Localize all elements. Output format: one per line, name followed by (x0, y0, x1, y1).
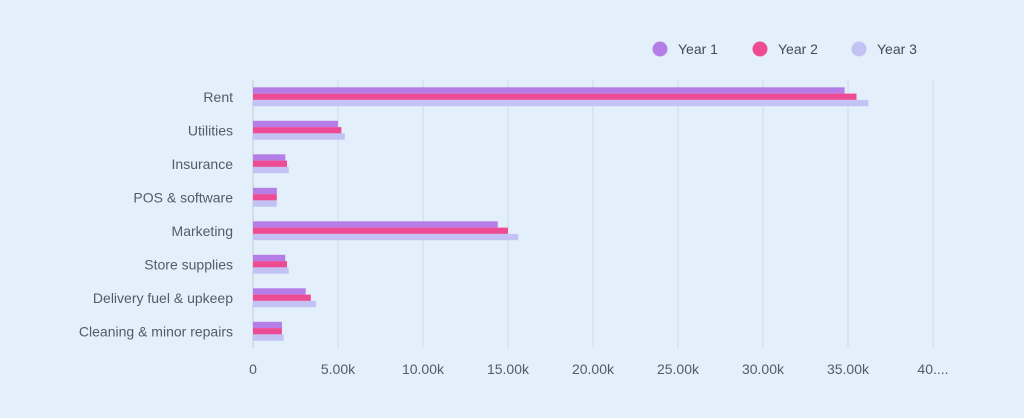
category-labels: Rent Utilities Insurance POS & software Mark… (79, 89, 233, 340)
category-label: Cleaning & minor repairs (79, 323, 233, 339)
legend-item-year-3[interactable]: Year 3 (851, 41, 918, 57)
bar-year-2-1[interactable] (253, 127, 342, 134)
bar-year-2-6[interactable] (253, 294, 311, 301)
bar-year-1-2[interactable] (253, 154, 286, 161)
bar-year-1-3[interactable] (253, 187, 277, 195)
x-tick-label: 20.00k (572, 361, 615, 377)
bar-year-2-4[interactable] (253, 227, 508, 234)
bar-year-2-0[interactable] (253, 93, 857, 100)
x-tick-label: 0 (249, 361, 257, 377)
bar-year-1-6[interactable] (253, 288, 306, 295)
bars (253, 87, 869, 341)
bar-year-3-0[interactable] (253, 99, 869, 107)
x-tick-label: 15.00k (487, 361, 530, 377)
bar-year-3-2[interactable] (253, 166, 289, 174)
bar-year-2-5[interactable] (253, 261, 287, 268)
category-label: POS & software (133, 189, 233, 205)
category-label: Store supplies (144, 256, 233, 272)
category-label: Utilities (188, 122, 233, 138)
bar-year-1-4[interactable] (253, 221, 498, 228)
category-label: Delivery fuel & upkeep (93, 290, 233, 306)
x-tick-label: 25.00k (657, 361, 700, 377)
bar-year-2-7[interactable] (253, 328, 282, 335)
legend-swatch (652, 41, 668, 57)
category-label: Marketing (172, 223, 233, 239)
x-tick-label: 5.00k (321, 361, 356, 377)
bar-year-1-0[interactable] (253, 87, 845, 94)
bar-year-2-2[interactable] (253, 160, 287, 167)
x-tick-label: 40.... (917, 361, 948, 377)
legend[interactable]: Year 1 Year 2 Year 3 (652, 41, 918, 57)
legend-swatch (851, 41, 867, 57)
legend-item-year-1[interactable]: Year 1 (652, 41, 719, 57)
legend-swatch (752, 41, 768, 57)
x-tick-label: 30.00k (742, 361, 785, 377)
x-axis-tick-labels: 0 5.00k 10.00k 15.00k 20.00k 25.00k 30.00k 35.0… (249, 361, 948, 377)
bar-year-1-7[interactable] (253, 321, 282, 329)
legend-label: Year 1 (678, 41, 718, 57)
category-label: Insurance (172, 156, 234, 172)
x-tick-label: 10.00k (402, 361, 445, 377)
legend-label: Year 3 (877, 41, 917, 57)
bar-year-2-3[interactable] (253, 194, 277, 201)
x-tick-label: 35.00k (827, 361, 870, 377)
bar-year-3-5[interactable] (253, 267, 289, 274)
bar-year-1-5[interactable] (253, 254, 286, 262)
bar-year-3-3[interactable] (253, 200, 277, 207)
legend-item-year-2[interactable]: Year 2 (752, 41, 819, 57)
bar-year-3-4[interactable] (253, 233, 519, 241)
bar-year-3-7[interactable] (253, 334, 284, 341)
bar-year-3-1[interactable] (253, 133, 345, 140)
category-label: Rent (203, 89, 233, 105)
legend-label: Year 2 (778, 41, 818, 57)
bar-year-1-1[interactable] (253, 120, 338, 128)
bar-year-3-6[interactable] (253, 300, 316, 308)
grid-lines (252, 80, 934, 348)
